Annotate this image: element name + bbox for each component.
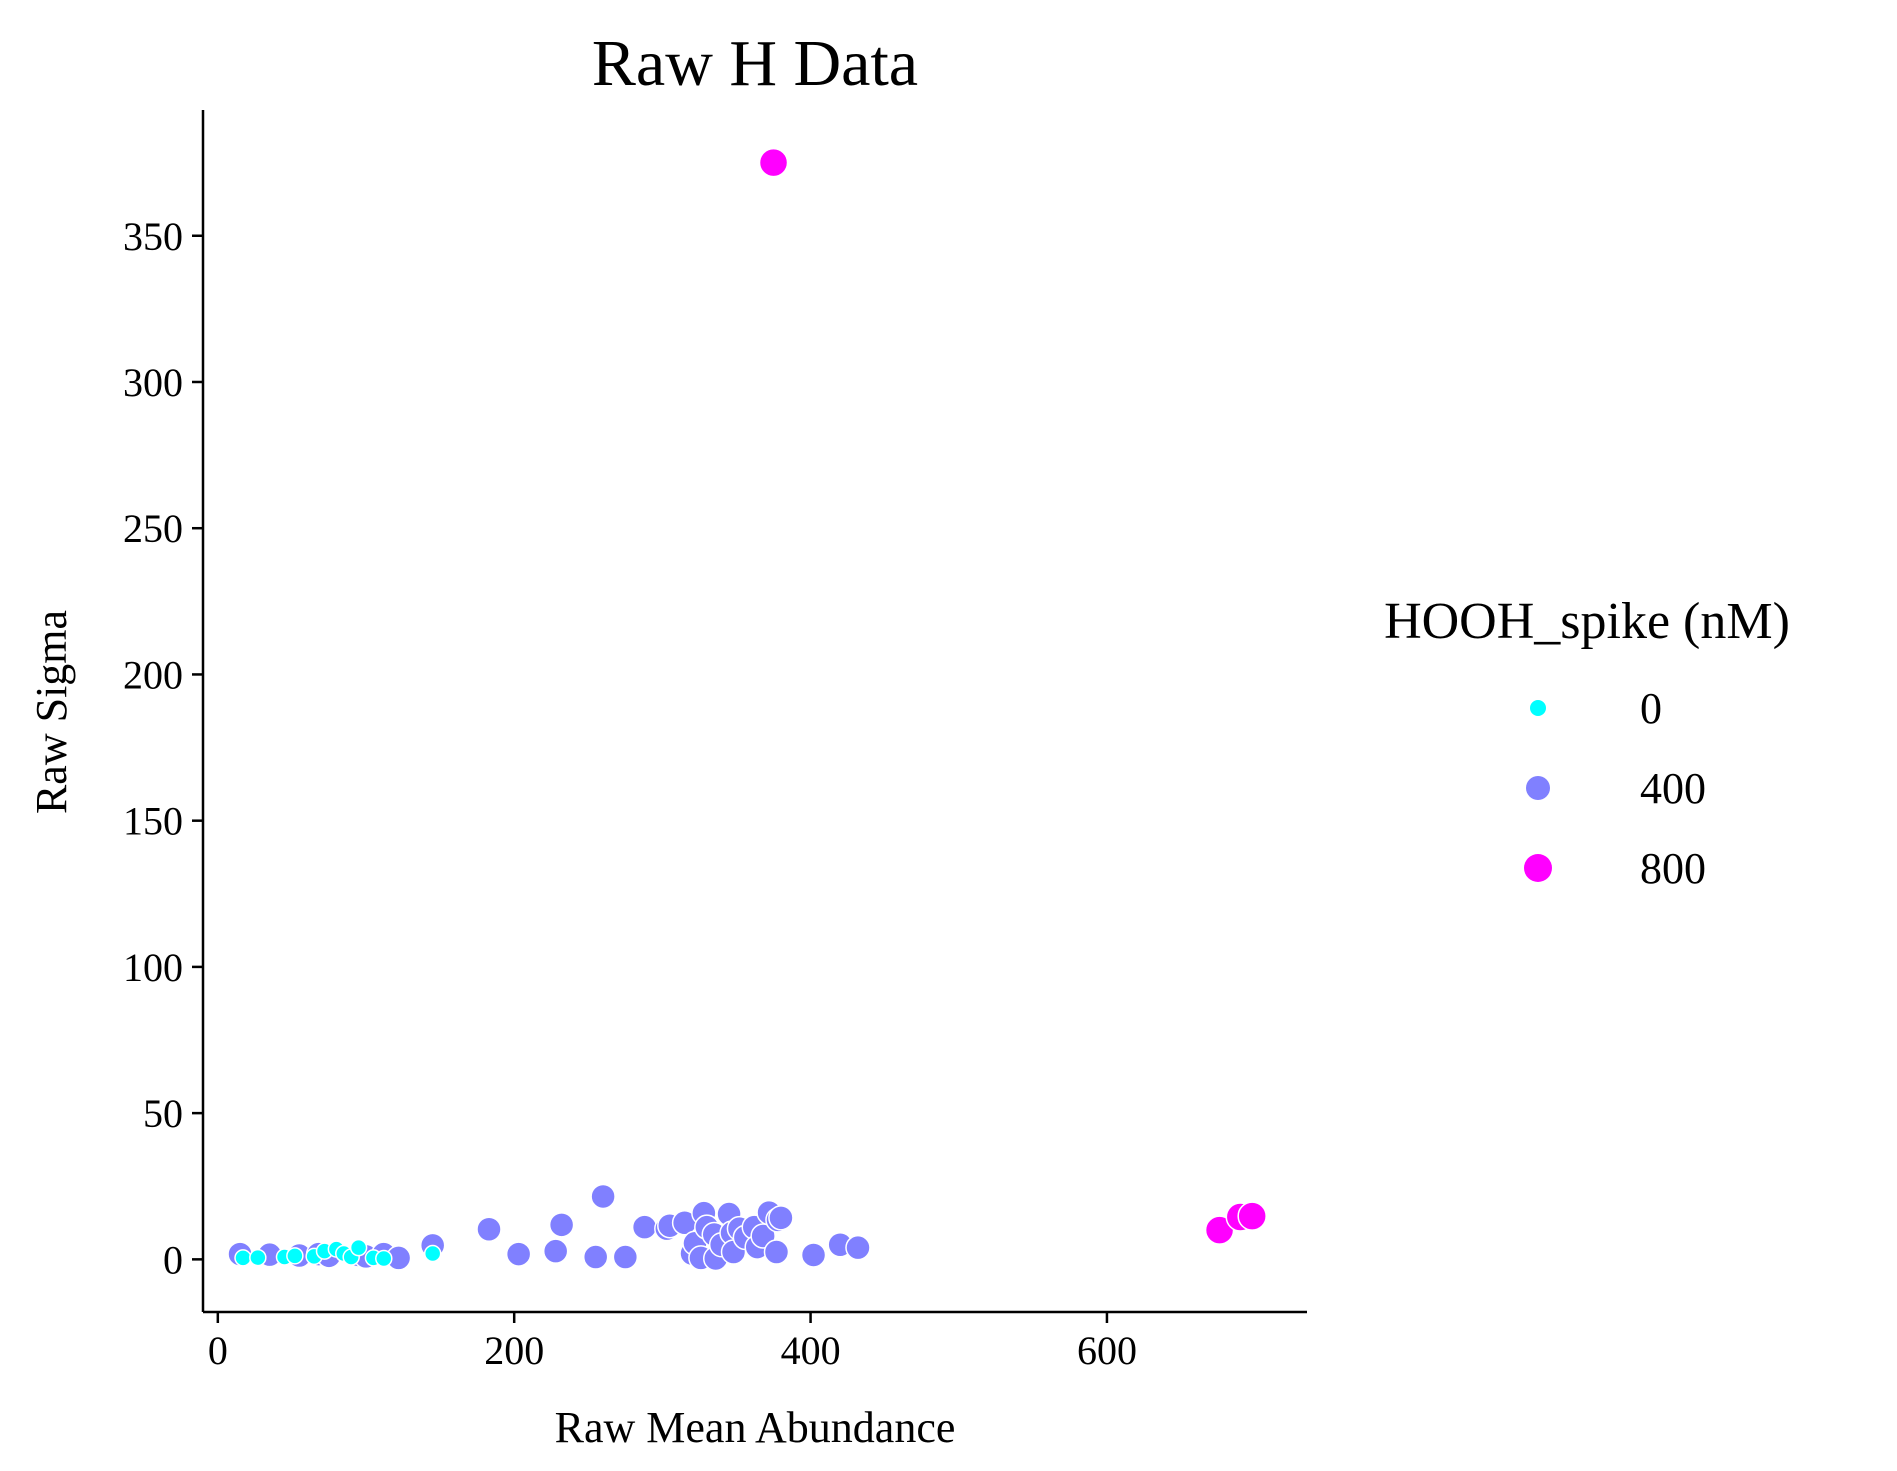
data-point-400 (582, 1244, 609, 1270)
data-point-0 (234, 1249, 252, 1267)
x-tick-label: 600 (1077, 1328, 1137, 1373)
data-point-400 (768, 1205, 794, 1231)
data-point-0 (286, 1247, 304, 1265)
legend: HOOH_spike (nM) 0 400 800 (1384, 593, 1790, 893)
data-point-400 (800, 1242, 827, 1268)
y-axis-label: Raw Sigma (27, 610, 76, 814)
data-point-400 (548, 1212, 575, 1238)
y-tick-label: 250 (123, 506, 183, 551)
data-point-400 (612, 1244, 639, 1270)
data-point-0 (423, 1244, 442, 1263)
data-point-800 (758, 147, 789, 178)
x-tick-label: 0 (208, 1328, 228, 1373)
legend-marker-800 (1524, 854, 1552, 882)
y-tick-label: 350 (123, 214, 183, 259)
y-tick-label: 150 (123, 799, 183, 844)
data-point-400 (631, 1214, 658, 1240)
legend-entries: 0 400 800 (1524, 684, 1706, 893)
data-point-400 (542, 1238, 569, 1264)
data-point-400 (763, 1239, 790, 1265)
y-tick-label: 100 (123, 945, 183, 990)
legend-label-0: 0 (1640, 684, 1662, 733)
y-tick-label: 0 (163, 1237, 183, 1282)
legend-label-800: 800 (1640, 844, 1706, 893)
y-tick-label: 300 (123, 360, 183, 405)
data-point-800 (1237, 1201, 1267, 1231)
data-point-0 (249, 1248, 267, 1267)
legend-title: HOOH_spike (nM) (1384, 593, 1790, 650)
x-tick-label: 400 (781, 1328, 841, 1373)
data-point-400 (476, 1216, 502, 1242)
data-point-0 (349, 1238, 368, 1257)
x-axis-label: Raw Mean Abundance (555, 1403, 956, 1452)
y-tick-label: 200 (123, 652, 183, 697)
y-tick-label: 50 (143, 1091, 183, 1136)
legend-marker-400 (1526, 776, 1550, 800)
x-ticks: 0 200 400 600 (208, 1312, 1137, 1373)
legend-marker-0 (1530, 700, 1546, 716)
data-point-0 (375, 1249, 393, 1268)
chart-title: Raw H Data (592, 27, 918, 100)
y-ticks: 0 50 100 150 200 250 300 350 (123, 214, 203, 1282)
data-point-400 (590, 1183, 616, 1210)
points-layer (227, 147, 1267, 1272)
data-point-400 (505, 1241, 532, 1267)
data-point-400 (845, 1234, 871, 1261)
legend-label-400: 400 (1640, 764, 1706, 813)
x-tick-label: 200 (484, 1328, 544, 1373)
data-point-800 (1204, 1215, 1235, 1245)
